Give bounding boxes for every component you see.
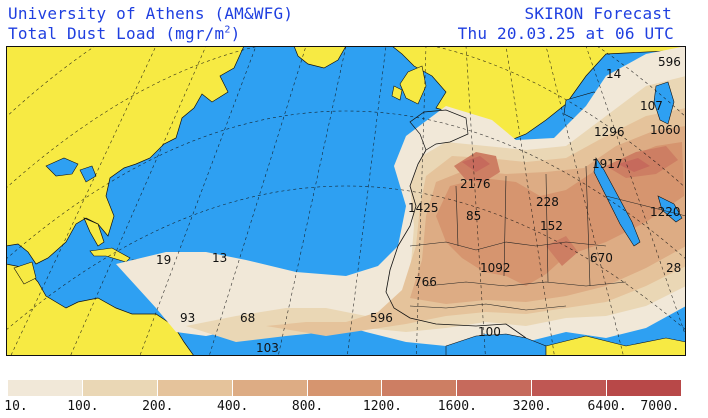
map-label: 1296	[594, 125, 625, 139]
map-label: 766	[414, 275, 437, 289]
colorbar-label: 3200.	[512, 399, 552, 414]
dust-load-map: 14 596 107 1296 1060 1917 2176 228 1425 …	[6, 46, 686, 356]
map-label: 85	[466, 209, 481, 223]
colorbar-segment	[307, 380, 382, 396]
map-label: 100	[478, 325, 501, 339]
country-borders	[409, 165, 686, 311]
colorbar-segment	[457, 380, 532, 396]
valid-time: Thu 20.03.25 at 06 UTC	[457, 24, 674, 43]
colorbar-label: 7000.	[640, 399, 680, 414]
yucatan-land	[13, 261, 37, 285]
map-label: 152	[540, 219, 563, 233]
africa-coast	[385, 149, 527, 339]
graticule	[6, 46, 686, 356]
map-label: 14	[606, 67, 621, 81]
caspian-sea	[653, 81, 675, 125]
colorbar-segment	[607, 380, 681, 396]
map-label: 81	[446, 353, 461, 356]
map-label: 1220	[650, 205, 681, 219]
map-label: 28	[666, 261, 681, 275]
colorbar-segment	[382, 380, 457, 396]
map-label: 1425	[408, 201, 439, 215]
colorbar-label: 200.	[142, 399, 174, 414]
greenland-land	[293, 46, 347, 69]
colorbar-label: 800.	[291, 399, 324, 414]
iberia-coast	[409, 109, 469, 151]
colorbar-label: 1600.	[437, 399, 477, 414]
map-label: 1092	[480, 261, 511, 275]
dust-value-labels: 14 596 107 1296 1060 1917 2176 228 1425 …	[156, 55, 681, 356]
map-label: 68	[240, 311, 255, 325]
north-america-land	[6, 46, 245, 265]
variable-title: Total Dust Load (mgr/m2)	[8, 24, 241, 43]
map-label: 228	[536, 195, 559, 209]
map-label: 1060	[650, 123, 681, 137]
map-label: 13	[212, 251, 227, 265]
red-sea	[593, 157, 641, 247]
colorbar-label: 100.	[67, 399, 99, 414]
map-label: 670	[590, 251, 613, 265]
great-lakes	[45, 157, 97, 183]
model-title: SKIRON Forecast	[524, 4, 672, 23]
south-america-land	[6, 263, 195, 356]
persian-gulf	[657, 195, 683, 223]
map-label: 107	[640, 99, 663, 113]
colorbar-label: 400.	[217, 399, 249, 414]
colorbar-segment	[82, 380, 157, 396]
dust-plume	[116, 46, 686, 346]
florida-land	[83, 217, 105, 247]
africa-south-land	[545, 335, 686, 356]
map-label: 93	[180, 311, 195, 325]
map-label: 103	[256, 341, 279, 355]
colorbar-segment	[157, 380, 232, 396]
map-label: 2176	[460, 177, 491, 191]
colorbar-label: 10.	[4, 399, 28, 414]
map-label: 596	[370, 311, 393, 325]
colorbar-label: 6400.	[587, 399, 627, 414]
map-label: 1917	[592, 157, 623, 171]
colorbar-label: 1200.	[362, 399, 403, 414]
british-isles-land	[391, 65, 427, 105]
colorbar-segment	[532, 380, 607, 396]
map-label: 19	[156, 253, 171, 267]
institution-title: University of Athens (AM&WFG)	[8, 4, 294, 23]
colorbar-segment	[8, 380, 82, 396]
map-label: 596	[658, 55, 681, 69]
colorbar-segment	[232, 380, 307, 396]
gulf-of-guinea	[445, 333, 547, 356]
